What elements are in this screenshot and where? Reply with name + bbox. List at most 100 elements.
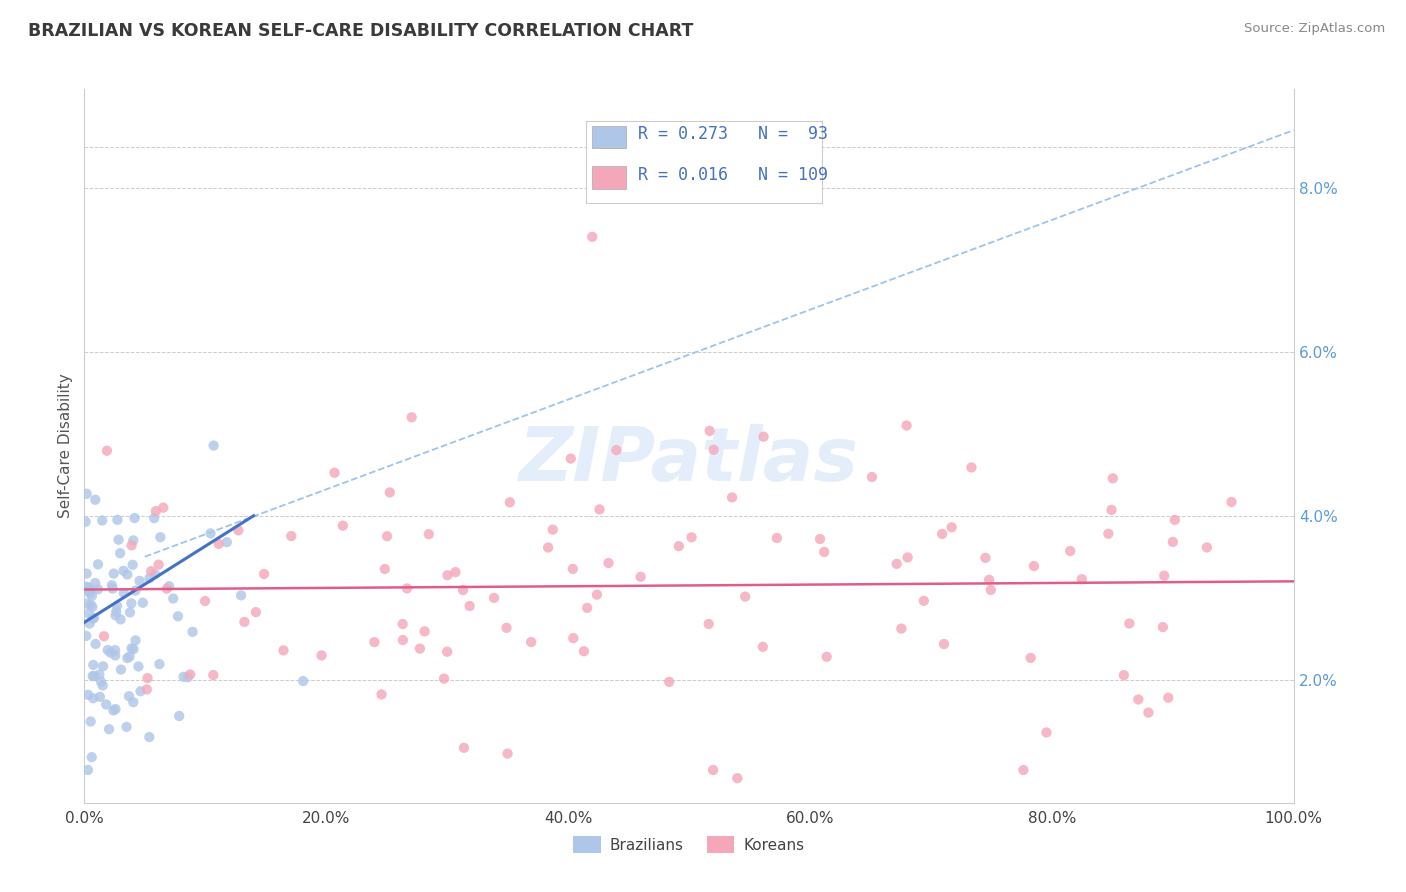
Point: [418, 527, 440, 541]
Point: [107, 513, 129, 527]
Point: [681, 530, 703, 544]
Point: [101, 582, 124, 596]
Point: [87, 582, 110, 597]
Point: [245, 605, 267, 619]
Point: [890, 622, 912, 636]
Point: [152, 500, 174, 515]
Point: [586, 588, 609, 602]
Point: [697, 617, 720, 632]
Point: [128, 574, 150, 588]
Point: [179, 667, 201, 681]
Point: [96, 698, 118, 712]
Point: [1012, 763, 1035, 777]
Point: [813, 545, 835, 559]
Point: [1195, 541, 1218, 555]
Point: [630, 570, 652, 584]
Point: [1101, 503, 1123, 517]
Point: [167, 609, 190, 624]
Point: [93, 629, 115, 643]
Point: [75, 580, 97, 594]
Point: [104, 648, 127, 663]
Point: [129, 684, 152, 698]
Point: [105, 605, 128, 619]
Point: [75, 629, 97, 643]
Point: [273, 643, 295, 657]
Point: [91, 678, 114, 692]
Point: [233, 615, 256, 629]
FancyBboxPatch shape: [592, 166, 626, 189]
Point: [974, 550, 997, 565]
Point: [143, 567, 166, 582]
Text: R = 0.016   N = 109: R = 0.016 N = 109: [638, 166, 828, 184]
Point: [702, 763, 724, 777]
Point: [139, 564, 162, 578]
Point: [413, 624, 436, 639]
Point: [253, 566, 276, 581]
Point: [162, 591, 184, 606]
Point: [1220, 495, 1243, 509]
Point: [208, 537, 231, 551]
Point: [1101, 471, 1123, 485]
Point: [83, 669, 105, 683]
Point: [1022, 559, 1045, 574]
Point: [1157, 690, 1180, 705]
Point: [84, 576, 107, 591]
Point: [96, 443, 118, 458]
Point: [75, 515, 97, 529]
Point: [118, 606, 141, 620]
Point: [598, 556, 620, 570]
Point: [374, 562, 396, 576]
Point: [581, 230, 603, 244]
Point: [1152, 620, 1174, 634]
Point: [87, 558, 110, 572]
Point: [815, 649, 838, 664]
Point: [280, 529, 302, 543]
Text: R = 0.273   N =  93: R = 0.273 N = 93: [638, 125, 828, 143]
Point: [444, 565, 467, 579]
Point: [292, 674, 315, 689]
Point: [202, 438, 225, 452]
Point: [98, 722, 121, 736]
Point: [721, 491, 744, 505]
Point: [100, 646, 122, 660]
Point: [104, 702, 127, 716]
Point: [79, 714, 101, 729]
Point: [1128, 692, 1150, 706]
Point: [177, 670, 200, 684]
Point: [77, 581, 100, 595]
Point: [108, 546, 131, 560]
FancyBboxPatch shape: [586, 121, 823, 203]
Point: [436, 568, 458, 582]
Point: [118, 689, 141, 703]
Point: [808, 532, 831, 546]
Point: [79, 586, 101, 600]
Point: [562, 631, 585, 645]
Point: [1137, 706, 1160, 720]
Point: [391, 617, 413, 632]
Point: [122, 642, 145, 657]
Point: [941, 520, 963, 534]
Point: [77, 607, 100, 621]
Point: [77, 584, 100, 599]
Point: [124, 511, 146, 525]
Point: [148, 558, 170, 572]
Point: [79, 598, 101, 612]
Point: [79, 616, 101, 631]
Point: [80, 589, 103, 603]
Point: [122, 695, 145, 709]
Point: [561, 562, 583, 576]
Point: [132, 596, 155, 610]
Point: [572, 644, 595, 658]
Point: [138, 730, 160, 744]
Point: [897, 550, 920, 565]
Point: [122, 533, 145, 548]
Point: [91, 514, 114, 528]
Point: [451, 582, 474, 597]
Point: [157, 579, 180, 593]
Point: [84, 637, 107, 651]
Point: [77, 763, 100, 777]
Point: [181, 624, 204, 639]
Point: [124, 583, 146, 598]
Point: [499, 495, 522, 509]
Point: [82, 599, 104, 614]
